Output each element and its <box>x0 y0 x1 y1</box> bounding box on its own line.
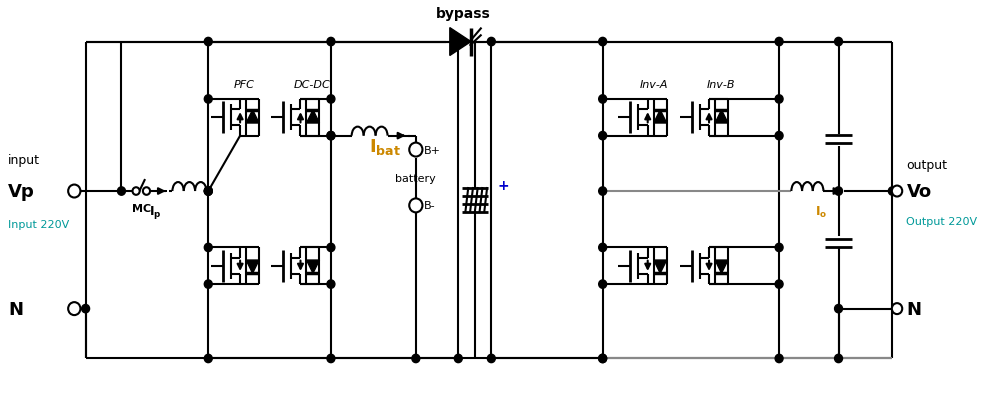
Circle shape <box>775 244 783 252</box>
Text: N: N <box>906 300 921 318</box>
Circle shape <box>204 187 212 196</box>
Circle shape <box>327 244 335 252</box>
Text: Vo: Vo <box>906 182 932 200</box>
Text: input: input <box>8 154 40 167</box>
Circle shape <box>835 354 843 363</box>
Circle shape <box>327 132 335 140</box>
Polygon shape <box>306 260 319 273</box>
Circle shape <box>775 132 783 140</box>
Text: PFC: PFC <box>234 80 254 90</box>
Circle shape <box>82 305 89 313</box>
Polygon shape <box>654 260 667 273</box>
Text: DC-DC: DC-DC <box>294 80 330 90</box>
Circle shape <box>892 304 902 314</box>
Polygon shape <box>246 111 259 124</box>
Polygon shape <box>306 111 319 124</box>
Text: +: + <box>498 178 510 192</box>
Circle shape <box>455 38 463 47</box>
Circle shape <box>775 280 783 289</box>
Circle shape <box>68 302 81 315</box>
Text: B+: B+ <box>423 145 440 155</box>
Circle shape <box>327 132 335 140</box>
Circle shape <box>68 185 81 198</box>
Text: Output 220V: Output 220V <box>906 217 978 227</box>
Text: Vp: Vp <box>8 182 35 200</box>
Circle shape <box>204 187 212 196</box>
Circle shape <box>204 244 212 252</box>
Circle shape <box>487 354 495 363</box>
Circle shape <box>599 38 607 47</box>
Circle shape <box>455 354 463 363</box>
Text: $\mathbf{I_{bat}}$: $\mathbf{I_{bat}}$ <box>368 137 401 157</box>
Circle shape <box>599 354 607 363</box>
Circle shape <box>409 199 422 213</box>
Circle shape <box>327 38 335 47</box>
Text: B-: B- <box>423 201 435 211</box>
Circle shape <box>835 187 843 196</box>
Text: bypass: bypass <box>436 6 490 20</box>
Circle shape <box>143 188 150 195</box>
Circle shape <box>409 143 422 157</box>
Circle shape <box>599 187 607 196</box>
Polygon shape <box>450 28 471 57</box>
Text: battery: battery <box>396 174 436 184</box>
Circle shape <box>204 95 212 104</box>
Circle shape <box>204 38 212 47</box>
Circle shape <box>327 354 335 363</box>
Circle shape <box>599 354 607 363</box>
Circle shape <box>599 95 607 104</box>
Circle shape <box>775 354 783 363</box>
Circle shape <box>204 187 212 196</box>
Text: Input 220V: Input 220V <box>8 219 70 229</box>
Circle shape <box>487 38 495 47</box>
Text: MC: MC <box>132 203 151 213</box>
Text: N: N <box>8 300 24 318</box>
Circle shape <box>327 280 335 289</box>
Circle shape <box>835 305 843 313</box>
Polygon shape <box>654 111 667 124</box>
Circle shape <box>835 38 843 47</box>
Text: $\mathbf{I_o}$: $\mathbf{I_o}$ <box>815 205 828 219</box>
Circle shape <box>411 354 420 363</box>
Circle shape <box>599 280 607 289</box>
Polygon shape <box>715 111 728 124</box>
Circle shape <box>775 95 783 104</box>
Circle shape <box>204 280 212 289</box>
Text: Inv-B: Inv-B <box>706 80 735 90</box>
Circle shape <box>327 95 335 104</box>
Circle shape <box>118 187 126 196</box>
Polygon shape <box>246 260 259 273</box>
Circle shape <box>599 132 607 140</box>
Polygon shape <box>715 260 728 273</box>
Text: Inv-A: Inv-A <box>639 80 668 90</box>
Circle shape <box>599 244 607 252</box>
Text: output: output <box>906 159 948 172</box>
Circle shape <box>889 187 897 196</box>
Circle shape <box>892 186 902 197</box>
Circle shape <box>204 354 212 363</box>
Circle shape <box>775 38 783 47</box>
Circle shape <box>133 188 139 195</box>
Text: $\mathbf{I_p}$: $\mathbf{I_p}$ <box>149 203 162 221</box>
